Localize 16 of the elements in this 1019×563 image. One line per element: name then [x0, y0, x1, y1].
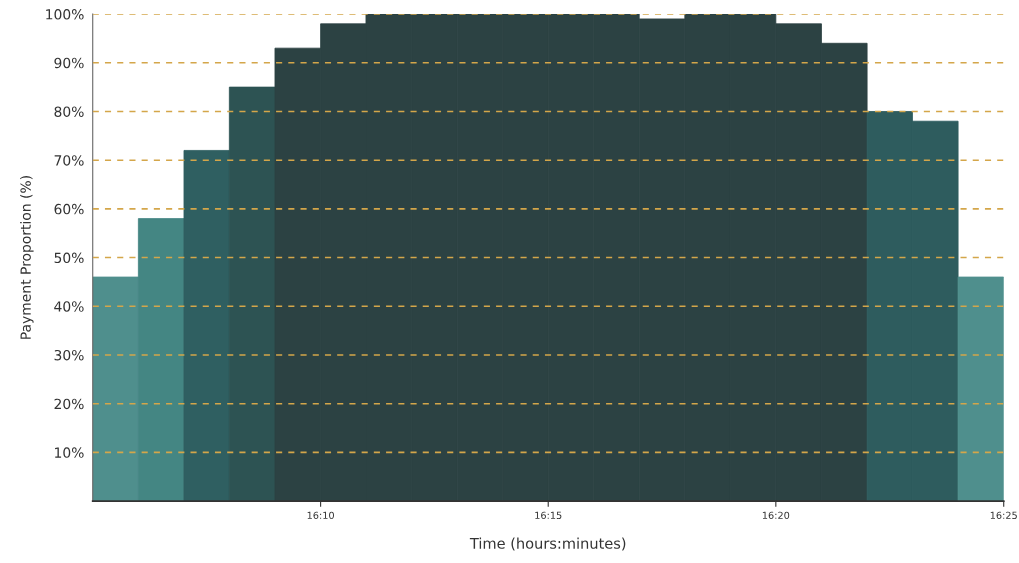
y-axis-title: Payment Proportion (%) [20, 176, 34, 339]
x-tick-label: 16:25 [990, 511, 1017, 520]
y-tick-label: 80% [54, 106, 84, 117]
y-tick-label: 20% [54, 398, 84, 410]
y-tick-label: 40% [54, 301, 84, 312]
y-tick-label: 10% [55, 447, 84, 458]
y-tick-label: 100% [46, 9, 84, 20]
x-tick-label: 16:15 [535, 511, 562, 520]
y-tick-label: 30% [54, 349, 84, 361]
y-tick-label: 70% [54, 155, 84, 166]
y-tick-label: 90% [54, 57, 84, 69]
x-tick-label: 16:20 [762, 511, 790, 520]
y-tick-label: 50% [54, 252, 84, 264]
x-axis-title: Time (hours:minutes) [469, 537, 626, 551]
x-tick-label: 16:10 [307, 511, 334, 520]
y-tick-label: 60% [54, 203, 84, 215]
